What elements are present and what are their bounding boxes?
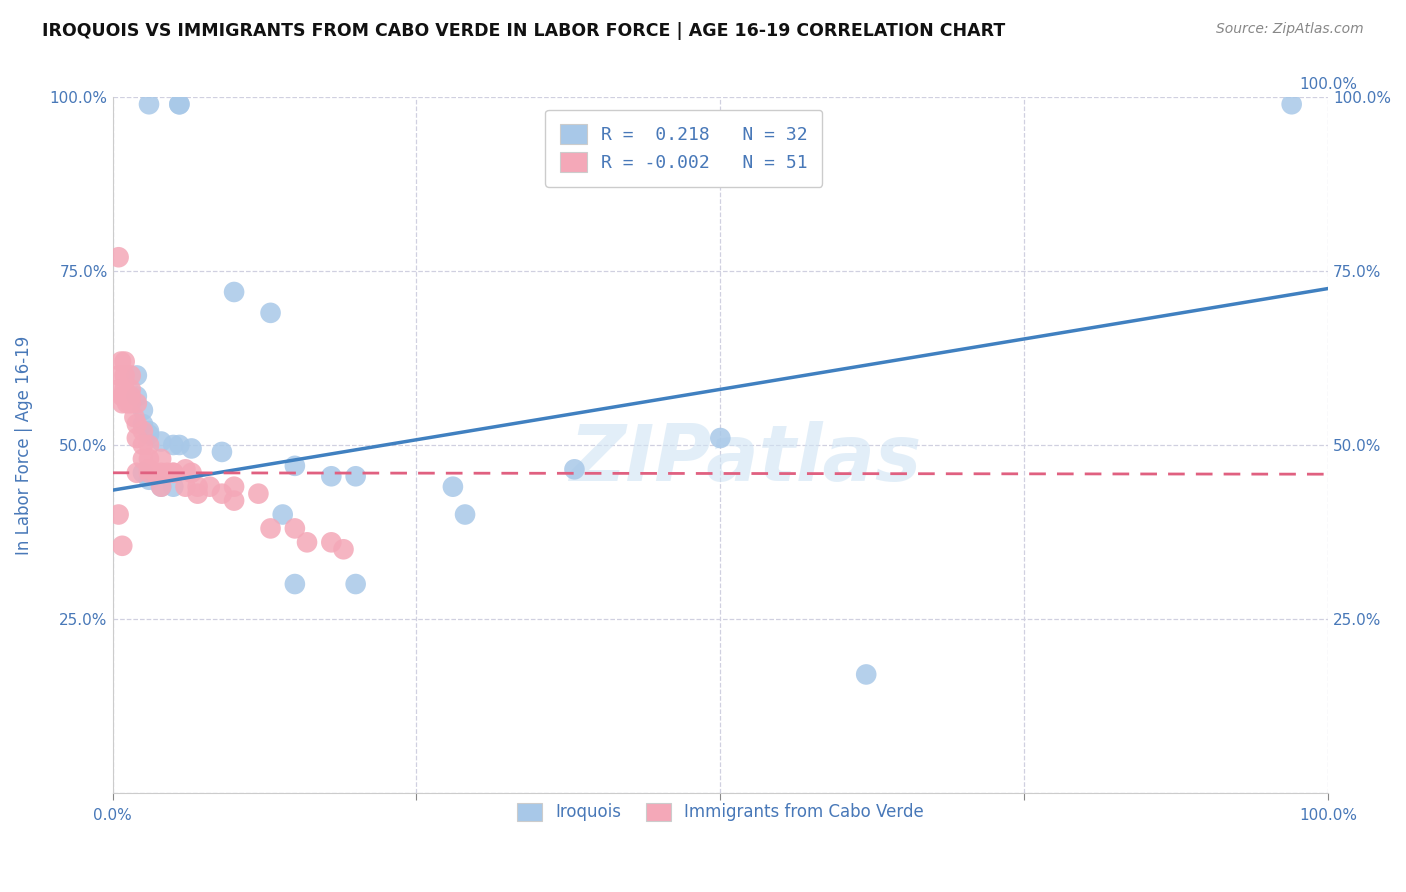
Point (454, 508, 477, 522)
Point (132, 451, 155, 466)
Point (138, 462, 160, 476)
Point (162, 480, 184, 494)
Point (132, 417, 155, 431)
Point (321, 469, 343, 483)
Text: ZIPatlas: ZIPatlas (568, 421, 921, 497)
Point (107, 508, 129, 522)
Point (138, 451, 160, 466)
Point (111, 539, 134, 553)
Point (150, 480, 173, 494)
Point (114, 389, 136, 403)
Point (132, 424, 155, 438)
Point (120, 382, 142, 396)
Point (295, 535, 318, 549)
Point (259, 521, 281, 535)
Point (138, 427, 160, 442)
Point (169, 97, 191, 112)
Point (1281, 97, 1303, 112)
Point (284, 577, 307, 591)
Point (284, 521, 307, 535)
Point (259, 306, 281, 320)
Point (125, 389, 148, 403)
Point (198, 480, 221, 494)
Point (180, 442, 202, 456)
Point (162, 438, 184, 452)
Point (111, 389, 134, 403)
Point (187, 486, 209, 500)
Point (125, 396, 148, 410)
Point (162, 466, 184, 480)
Text: IROQUOIS VS IMMIGRANTS FROM CABO VERDE IN LABOR FORCE | AGE 16-19 CORRELATION CH: IROQUOIS VS IMMIGRANTS FROM CABO VERDE I… (42, 22, 1005, 40)
Point (211, 445, 233, 459)
Point (124, 410, 146, 425)
Point (138, 473, 160, 487)
Point (107, 382, 129, 396)
Point (132, 466, 155, 480)
Point (187, 480, 209, 494)
Point (321, 535, 343, 549)
Point (114, 354, 136, 368)
Point (120, 368, 142, 383)
Point (114, 368, 136, 383)
Point (125, 368, 148, 383)
Point (132, 438, 155, 452)
Point (180, 466, 202, 480)
Point (150, 466, 173, 480)
Point (222, 493, 245, 508)
Point (120, 389, 142, 403)
Point (211, 486, 233, 500)
Point (344, 469, 367, 483)
Point (174, 462, 197, 476)
Point (169, 97, 191, 112)
Point (150, 434, 173, 449)
Point (855, 667, 877, 681)
Y-axis label: In Labor Force | Age 16-19: In Labor Force | Age 16-19 (15, 335, 32, 555)
Legend: Iroquois, Immigrants from Cabo Verde: Iroquois, Immigrants from Cabo Verde (505, 791, 936, 833)
Point (150, 480, 173, 494)
Point (247, 486, 270, 500)
Point (441, 480, 464, 494)
Point (114, 382, 136, 396)
Text: Source: ZipAtlas.com: Source: ZipAtlas.com (1216, 22, 1364, 37)
Point (271, 508, 294, 522)
Point (107, 368, 129, 383)
Point (138, 97, 160, 112)
Point (111, 396, 134, 410)
Point (115, 396, 138, 410)
Point (150, 451, 173, 466)
Point (107, 250, 129, 264)
Point (125, 431, 148, 445)
Point (174, 480, 197, 494)
Point (125, 466, 148, 480)
Point (125, 417, 148, 431)
Point (169, 438, 191, 452)
Point (222, 285, 245, 299)
Point (162, 466, 184, 480)
Point (284, 458, 307, 473)
Point (138, 466, 160, 480)
Point (344, 577, 367, 591)
Point (143, 466, 166, 480)
Point (110, 354, 132, 368)
Point (156, 466, 179, 480)
Point (138, 438, 160, 452)
Point (138, 424, 160, 438)
Point (222, 480, 245, 494)
Point (332, 542, 354, 557)
Point (709, 431, 731, 445)
Point (564, 462, 586, 476)
Point (132, 403, 155, 417)
Point (120, 396, 142, 410)
